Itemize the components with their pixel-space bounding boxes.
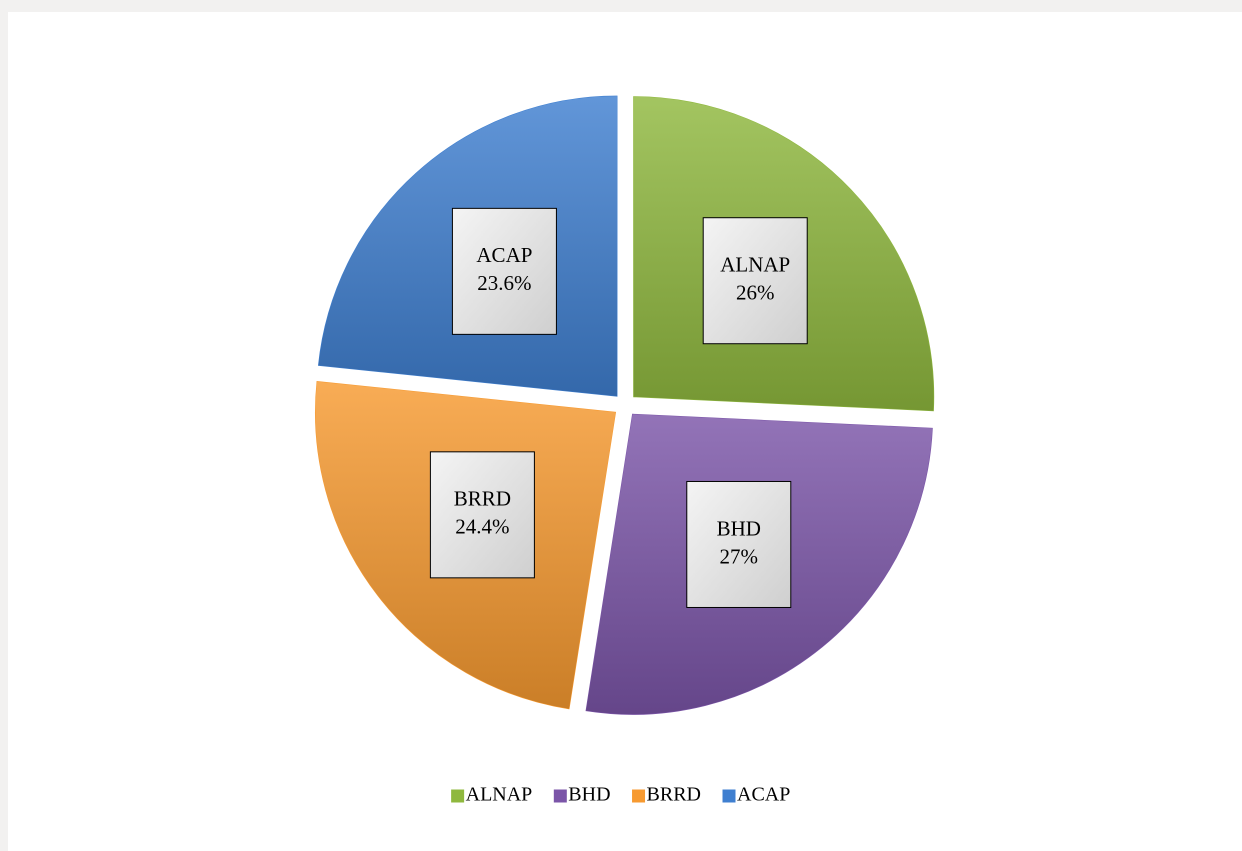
callout-category: ALNAP xyxy=(720,253,790,277)
legend-swatch xyxy=(632,789,646,803)
callout-box xyxy=(702,217,808,345)
legend-label: ACAP xyxy=(737,784,790,806)
callout-box xyxy=(451,207,557,335)
legend-swatch xyxy=(451,789,465,803)
legend-swatch xyxy=(553,789,567,803)
callout-category: BHD xyxy=(717,516,761,540)
callout-category: ACAP xyxy=(476,243,532,267)
callout-box xyxy=(686,480,792,608)
callout-category: BRRD xyxy=(454,487,511,511)
callout-value: 26% xyxy=(736,281,775,305)
legend-label: ALNAP xyxy=(466,784,533,806)
callout-value: 23.6% xyxy=(477,271,531,295)
callout-box xyxy=(429,451,535,579)
callout-value: 27% xyxy=(720,544,759,568)
callout-value: 24.4% xyxy=(455,515,509,539)
legend-label: BHD xyxy=(568,784,610,806)
legend: ALNAP BHD BRRD ACAP xyxy=(451,784,790,806)
chart-area xyxy=(8,12,1242,851)
legend-swatch xyxy=(722,789,736,803)
legend-label: BRRD xyxy=(647,784,701,806)
